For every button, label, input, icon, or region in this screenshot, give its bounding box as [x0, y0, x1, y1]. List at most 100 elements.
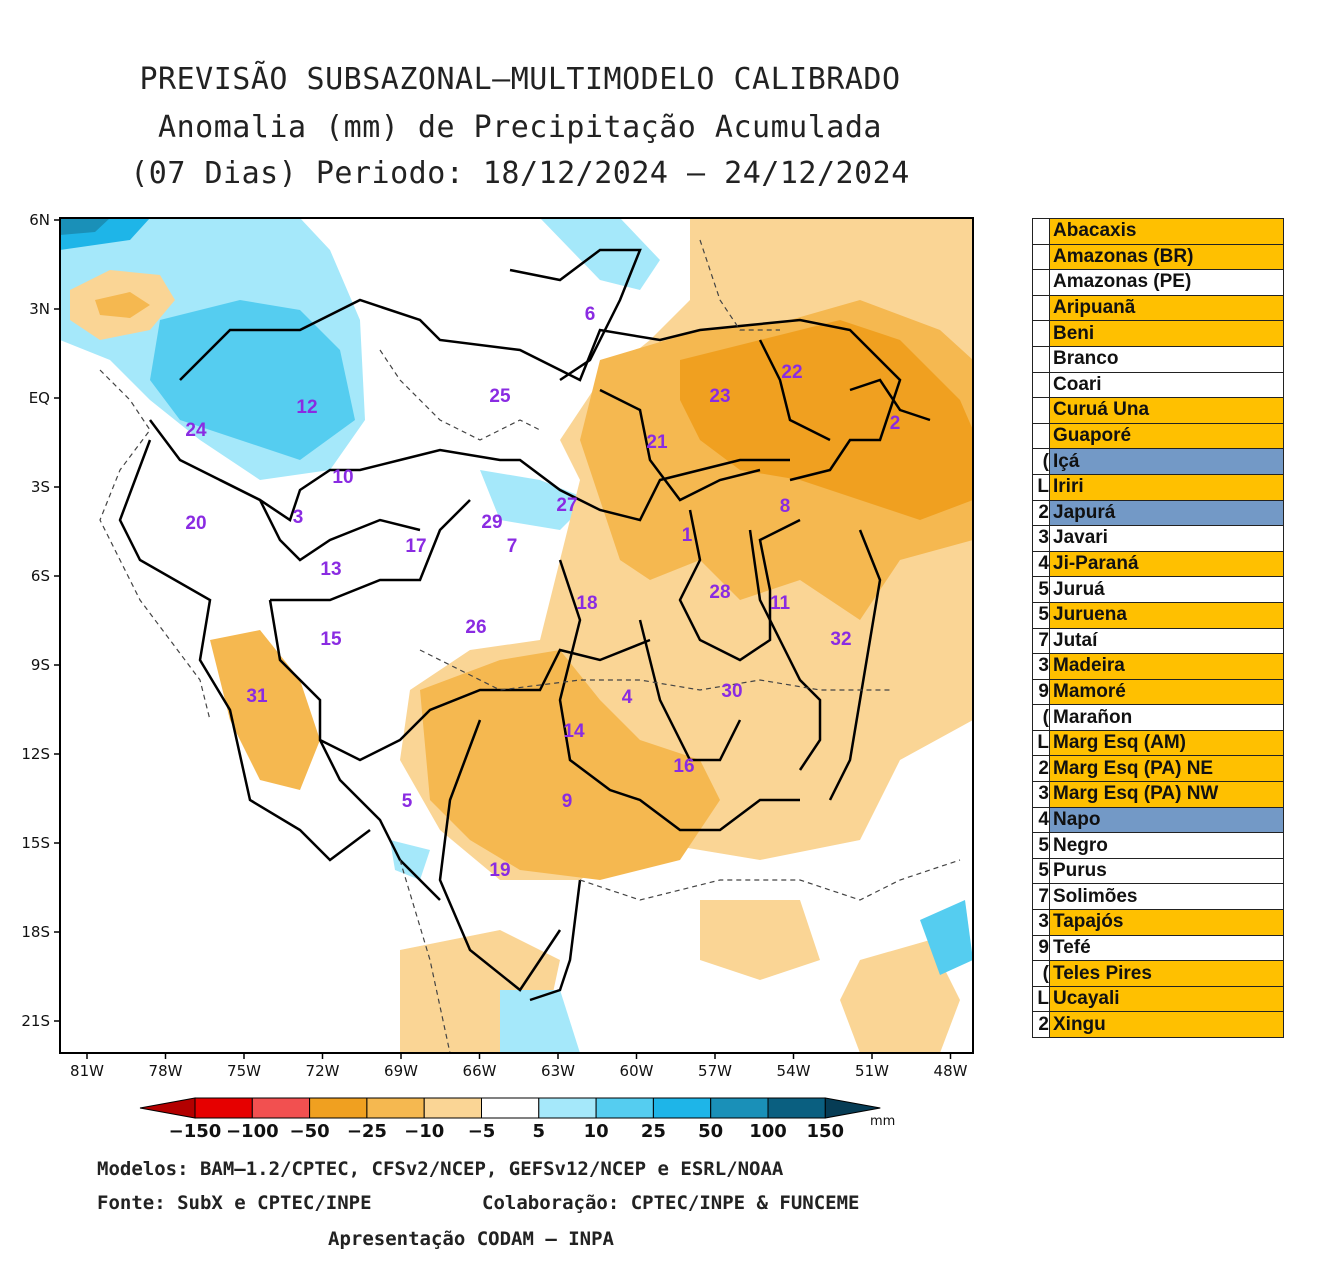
basin-legend-number: L: [1032, 729, 1050, 757]
basin-legend-name: Madeira: [1049, 653, 1284, 680]
lon-tick-label: 75W: [227, 1062, 261, 1080]
basin-number: 30: [721, 681, 742, 702]
basin-legend-number: ): [1032, 960, 1050, 987]
basin-legend-number: [1032, 397, 1050, 424]
lat-tick-label: 18S: [21, 923, 50, 941]
basin-legend-number: 5: [1032, 857, 1050, 885]
basin-legend-row: 3 Tapajós: [1032, 909, 1284, 936]
basin-legend-number: 3: [1032, 909, 1050, 936]
colorbar-cell: [309, 1097, 368, 1119]
basin-legend-name: Amazonas (BR): [1049, 243, 1284, 271]
basin-number: 21: [646, 432, 668, 453]
basin-legend-row: 5 Negro: [1032, 832, 1284, 859]
latitude-axis: 6N 3N EQ 3S 6S 9S 12S 15S 18S 21S: [21, 211, 60, 1030]
basin-legend-row: 2 Marg Esq (PA) NE: [1032, 755, 1284, 783]
basin-legend-number: 2: [1032, 1011, 1050, 1038]
basin-legend-row: Amazonas (BR): [1032, 243, 1284, 271]
basin-legend-name: Içá: [1049, 448, 1284, 475]
lon-tick-label: 78W: [149, 1062, 183, 1080]
basin-number: 9: [562, 791, 573, 812]
basin-legend-number: 9: [1032, 678, 1050, 706]
basin-legend-name: Beni: [1049, 320, 1284, 347]
anomaly-fields: [60, 218, 973, 1053]
basin-legend-number: [1032, 218, 1050, 245]
basin-legend-row: Beni: [1032, 320, 1284, 347]
basin-number: 11: [770, 593, 791, 614]
longitude-axis: 81W 78W 75W 72W 69W 66W 63W 60W 57W 54W 51W 48W: [70, 1053, 968, 1080]
basin-legend-name: Napo: [1049, 806, 1284, 834]
colorbar-cell: [194, 1097, 253, 1119]
map-title-line2: Anomalia (mm) de Precipitação Acumulada: [158, 110, 882, 145]
basin-legend-row: L Marg Esq (AM): [1032, 729, 1284, 757]
colorbar: −150 −100 −50 −25 −10 −5 5 10 25 50 100 150 mm: [139, 1097, 895, 1142]
lon-tick-label: 72W: [306, 1062, 340, 1080]
lon-tick-label: 81W: [70, 1062, 104, 1080]
map-frame: [59, 217, 974, 1054]
colorbar-left-arrow: [139, 1097, 196, 1119]
colorbar-tick-label: −5: [468, 1121, 496, 1142]
basin-boundaries: [118, 248, 931, 1002]
basin-legend-number: [1032, 345, 1050, 373]
basin-number: 4: [622, 687, 633, 708]
colorbar-tick-label: 10: [584, 1121, 609, 1142]
basin-legend-row: Amazonas (PE): [1032, 269, 1284, 296]
basin-legend-row: Coari: [1032, 371, 1284, 399]
map-title-line1: PREVISÃO SUBSAZONAL—MULTIMODELO CALIBRAD…: [139, 62, 901, 97]
basin-legend-name: Tefé: [1049, 934, 1284, 962]
basin-legend-row: 3 Marg Esq (PA) NW: [1032, 781, 1284, 808]
basin-legend-row: L Iriri: [1032, 473, 1284, 501]
basin-number: 16: [673, 756, 694, 777]
basin-number: 25: [489, 386, 511, 407]
basin-number: 29: [481, 512, 502, 533]
basin-number: 3: [293, 507, 304, 528]
basin-legend-row: 2 Japurá: [1032, 499, 1284, 527]
basin-legend-name: Marg Esq (AM): [1049, 729, 1284, 757]
basin-number: 17: [405, 536, 426, 557]
basin-legend-number: L: [1032, 985, 1050, 1013]
basin-legend-row: 7 Solimões: [1032, 883, 1284, 911]
lat-tick-label: 21S: [21, 1012, 50, 1030]
basin-number: 26: [465, 617, 486, 638]
lat-tick-label: 3N: [29, 300, 50, 318]
basin-legend-number: 4: [1032, 550, 1050, 578]
basin-number: 27: [556, 495, 577, 516]
basin-number: 28: [709, 582, 730, 603]
colorbar-tick-label: 5: [533, 1121, 546, 1142]
basin-legend-name: Mamoré: [1049, 678, 1284, 706]
colorbar-cell: [767, 1097, 826, 1119]
colorbar-cell: [423, 1097, 483, 1119]
colorbar-right-arrow: [824, 1097, 881, 1119]
basin-number: 32: [830, 629, 851, 650]
basin-legend-row: Curuá Una: [1032, 397, 1284, 424]
basin-number: 2: [890, 413, 901, 434]
lat-tick-label: 3S: [31, 478, 50, 496]
map-title-line3: (07 Dias) Periodo: 18/12/2024 — 24/12/20…: [130, 156, 910, 191]
basin-legend-row: ) Marañon: [1032, 704, 1284, 731]
basin-legend-name: Branco: [1049, 345, 1284, 373]
colorbar-tick-label: 50: [698, 1121, 723, 1142]
basin-legend-name: Juruena: [1049, 601, 1284, 629]
basin-legend-name: Marg Esq (PA) NE: [1049, 755, 1284, 783]
basin-legend-row: 5 Juruena: [1032, 601, 1284, 629]
footer-source: Fonte: SubX e CPTEC/INPE: [97, 1192, 372, 1214]
lon-tick-label: 66W: [463, 1062, 497, 1080]
footer-collaboration: Colaboração: CPTEC/INPE & FUNCEME: [482, 1192, 860, 1214]
basin-legend-name: Jutaí: [1049, 627, 1284, 655]
basin-legend-name: Negro: [1049, 832, 1284, 859]
basin-legend-name: Iriri: [1049, 473, 1284, 501]
basin-number: 6: [585, 304, 596, 325]
colorbar-cell: [251, 1097, 311, 1119]
lon-tick-label: 69W: [384, 1062, 418, 1080]
basin-legend-name: Amazonas (PE): [1049, 269, 1284, 296]
basin-number: 20: [185, 513, 206, 534]
basin-legend-number: 5: [1032, 601, 1050, 629]
colorbar-cell: [366, 1097, 425, 1119]
basin-legend-name: Marg Esq (PA) NW: [1049, 781, 1284, 808]
basin-number: 19: [489, 860, 510, 881]
basin-number: 12: [296, 397, 317, 418]
colorbar-tick-label: 150: [807, 1121, 845, 1142]
basin-legend-number: 9: [1032, 934, 1050, 962]
colorbar-cell: [710, 1097, 769, 1119]
colorbar-cell: [538, 1097, 597, 1119]
